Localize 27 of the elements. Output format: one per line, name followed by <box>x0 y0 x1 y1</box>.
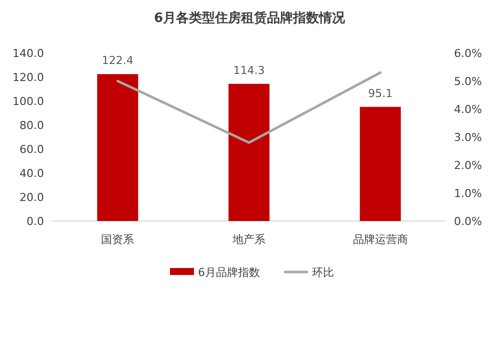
y2-tick-label: 6.0% <box>454 47 482 60</box>
y2-tick-label: 5.0% <box>454 75 482 88</box>
bar <box>97 74 138 221</box>
x-tick-label: 国资系 <box>101 233 134 246</box>
y-tick-label: 120.0 <box>12 71 44 84</box>
x-tick-label: 品牌运营商 <box>352 233 408 246</box>
y2-tick-label: 2.0% <box>454 159 482 172</box>
chart-title: 6月各类型住房租赁品牌指数情况 <box>154 10 346 26</box>
data-label: 114.3 <box>233 64 265 77</box>
y-tick-label: 20.0 <box>20 191 44 204</box>
y-tick-label: 80.0 <box>20 119 44 132</box>
bar <box>228 84 270 221</box>
y-tick-label: 40.0 <box>20 167 44 180</box>
legend-label: 6月品牌指数 <box>198 266 260 279</box>
y2-tick-label: 1.0% <box>454 187 482 200</box>
y-tick-label: 100.0 <box>12 95 44 108</box>
data-label: 122.4 <box>102 54 134 68</box>
bar <box>360 106 401 221</box>
y2-tick-label: 3.0% <box>454 131 482 144</box>
y2-tick-label: 4.0% <box>454 103 482 116</box>
data-label: 95.1 <box>368 86 393 100</box>
y-tick-label: 60.0 <box>20 143 44 156</box>
legend-label: 环比 <box>312 266 334 279</box>
y-tick-label: 140.0 <box>12 47 44 60</box>
x-tick-label: 地产系 <box>232 233 266 246</box>
y-tick-label: 0.0 <box>26 215 44 228</box>
y2-tick-label: 0.0% <box>454 215 482 228</box>
